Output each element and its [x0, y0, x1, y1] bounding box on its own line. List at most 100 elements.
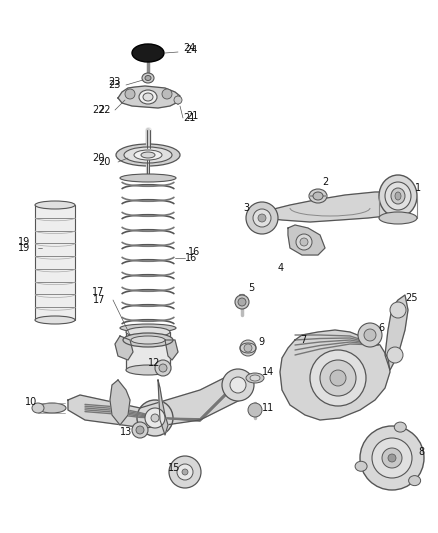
Circle shape: [182, 469, 188, 475]
Text: 8: 8: [418, 447, 424, 457]
Text: 21: 21: [186, 111, 198, 121]
Ellipse shape: [141, 152, 155, 158]
Ellipse shape: [126, 365, 170, 375]
Text: 24: 24: [185, 45, 198, 55]
Ellipse shape: [145, 76, 151, 80]
Polygon shape: [115, 336, 133, 360]
Circle shape: [310, 350, 366, 406]
Ellipse shape: [124, 147, 172, 163]
Circle shape: [132, 422, 148, 438]
Polygon shape: [258, 192, 410, 225]
Circle shape: [388, 454, 396, 462]
Circle shape: [151, 414, 159, 422]
Ellipse shape: [246, 373, 264, 383]
Polygon shape: [165, 340, 178, 360]
Ellipse shape: [142, 73, 154, 83]
Circle shape: [330, 370, 346, 386]
Text: 21: 21: [183, 113, 195, 123]
Ellipse shape: [35, 201, 75, 209]
Ellipse shape: [385, 182, 411, 210]
Polygon shape: [385, 295, 408, 370]
Ellipse shape: [309, 189, 327, 203]
Text: 17: 17: [92, 287, 104, 297]
Text: 11: 11: [262, 403, 274, 413]
Text: 22: 22: [98, 105, 110, 115]
Circle shape: [390, 302, 406, 318]
Ellipse shape: [116, 144, 180, 166]
Text: 6: 6: [378, 323, 384, 333]
Ellipse shape: [395, 192, 401, 200]
Circle shape: [240, 340, 256, 356]
Circle shape: [246, 202, 278, 234]
Ellipse shape: [379, 212, 417, 224]
Ellipse shape: [250, 375, 260, 381]
Ellipse shape: [38, 403, 66, 413]
Ellipse shape: [123, 333, 173, 347]
Circle shape: [230, 377, 246, 393]
Bar: [126, 332, 170, 370]
Circle shape: [162, 89, 172, 99]
Text: 19: 19: [18, 243, 30, 253]
Text: 22: 22: [92, 105, 105, 115]
Ellipse shape: [134, 150, 162, 160]
Text: 16: 16: [185, 253, 197, 263]
Text: 12: 12: [148, 358, 160, 368]
Circle shape: [238, 298, 246, 306]
Circle shape: [258, 214, 266, 222]
Text: 1: 1: [415, 183, 421, 193]
Circle shape: [137, 400, 173, 436]
Circle shape: [145, 408, 165, 428]
Text: 16: 16: [188, 247, 200, 257]
Ellipse shape: [379, 175, 417, 217]
Text: 4: 4: [278, 263, 284, 273]
Text: 13: 13: [120, 427, 132, 437]
Circle shape: [169, 456, 201, 488]
Text: 20: 20: [92, 153, 104, 163]
Text: 9: 9: [258, 337, 264, 347]
Text: 3: 3: [243, 203, 249, 213]
Circle shape: [387, 347, 403, 363]
Text: 25: 25: [405, 293, 417, 303]
Polygon shape: [288, 225, 325, 255]
Circle shape: [320, 360, 356, 396]
Ellipse shape: [126, 327, 170, 337]
Ellipse shape: [409, 475, 420, 486]
Text: 10: 10: [25, 397, 37, 407]
Ellipse shape: [120, 174, 176, 182]
Circle shape: [382, 448, 402, 468]
Text: 20: 20: [98, 157, 110, 167]
Circle shape: [174, 96, 182, 104]
Text: 17: 17: [93, 295, 106, 305]
Text: 19: 19: [18, 237, 30, 247]
Circle shape: [248, 403, 262, 417]
Ellipse shape: [355, 461, 367, 471]
Circle shape: [296, 234, 312, 250]
Circle shape: [300, 238, 308, 246]
Circle shape: [159, 364, 167, 372]
Ellipse shape: [394, 422, 406, 432]
Ellipse shape: [120, 324, 176, 332]
Text: 15: 15: [168, 463, 180, 473]
Text: 24: 24: [183, 43, 195, 53]
Circle shape: [222, 369, 254, 401]
Text: 5: 5: [248, 283, 254, 293]
Text: 7: 7: [300, 335, 306, 345]
Polygon shape: [118, 86, 180, 108]
Circle shape: [125, 89, 135, 99]
Bar: [35, 205, 75, 320]
Polygon shape: [68, 370, 250, 428]
Ellipse shape: [131, 336, 165, 344]
Circle shape: [235, 295, 249, 309]
Circle shape: [136, 426, 144, 434]
Text: 14: 14: [262, 367, 274, 377]
Ellipse shape: [313, 192, 323, 200]
Text: 23: 23: [108, 77, 120, 87]
Ellipse shape: [139, 90, 157, 104]
Polygon shape: [110, 380, 130, 425]
Circle shape: [358, 323, 382, 347]
Circle shape: [177, 464, 193, 480]
Text: 2: 2: [322, 177, 328, 187]
Polygon shape: [158, 380, 168, 435]
Ellipse shape: [32, 403, 44, 413]
Circle shape: [372, 438, 412, 478]
